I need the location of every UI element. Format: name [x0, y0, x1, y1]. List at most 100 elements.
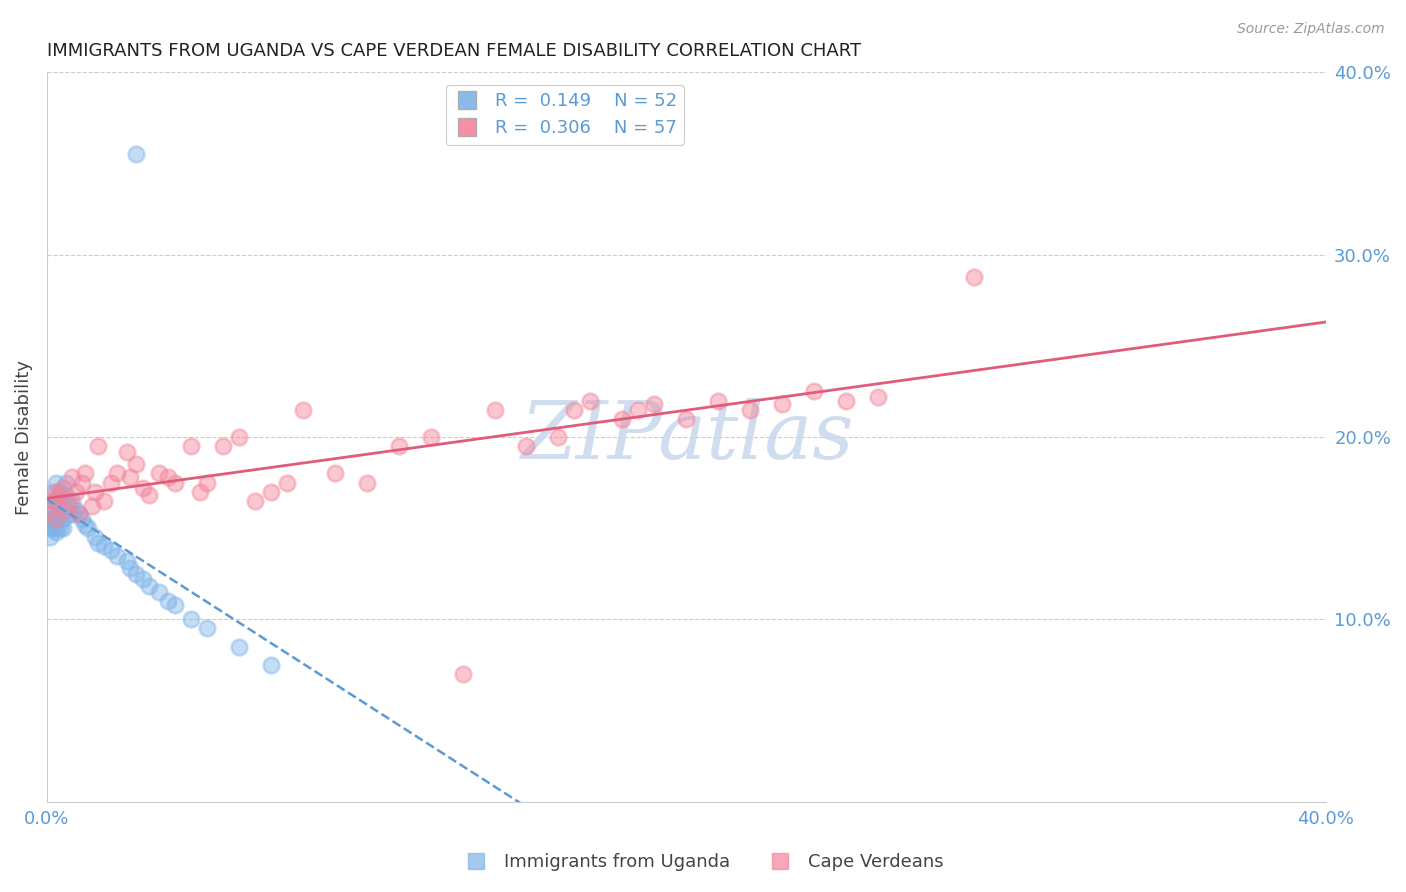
Point: [52, 493, 75, 508]
Legend: R =  0.149    N = 52, R =  0.306    N = 57: R = 0.149 N = 52, R = 0.306 N = 57: [446, 85, 683, 145]
Point: [356, 475, 378, 490]
Point: [93, 493, 115, 508]
Point: [138, 488, 160, 502]
Point: [52, 481, 75, 495]
Point: [770, 397, 793, 411]
Point: [132, 572, 155, 586]
Point: [100, 475, 122, 490]
Point: [42, 512, 65, 526]
Point: [387, 439, 409, 453]
Point: [132, 481, 155, 495]
Point: [42, 484, 65, 499]
Point: [451, 667, 474, 681]
Point: [62, 470, 84, 484]
Y-axis label: Female Disability: Female Disability: [15, 359, 32, 515]
Point: [70, 512, 93, 526]
Point: [228, 430, 250, 444]
Point: [45, 503, 67, 517]
Point: [564, 402, 586, 417]
Point: [115, 554, 138, 568]
Point: [803, 384, 825, 399]
Point: [195, 622, 218, 636]
Point: [45, 484, 67, 499]
Point: [45, 512, 67, 526]
Point: [48, 503, 70, 517]
Point: [48, 521, 70, 535]
Point: [243, 493, 266, 508]
Point: [148, 585, 170, 599]
Point: [83, 530, 105, 544]
Text: ZIPatlas: ZIPatlas: [520, 398, 853, 475]
Point: [868, 390, 890, 404]
Point: [180, 612, 202, 626]
Point: [75, 467, 97, 481]
Point: [62, 493, 84, 508]
Point: [163, 598, 186, 612]
Point: [675, 411, 697, 425]
Point: [80, 500, 103, 514]
Point: [180, 439, 202, 453]
Point: [42, 493, 65, 508]
Point: [58, 500, 80, 514]
Point: [118, 561, 141, 575]
Point: [52, 503, 75, 517]
Point: [125, 566, 148, 581]
Point: [48, 512, 70, 526]
Point: [83, 484, 105, 499]
Point: [42, 503, 65, 517]
Point: [291, 402, 314, 417]
Point: [45, 512, 67, 526]
Point: [484, 402, 506, 417]
Point: [65, 503, 87, 517]
Point: [643, 397, 665, 411]
Point: [48, 493, 70, 508]
Point: [835, 393, 858, 408]
Point: [963, 269, 986, 284]
Text: Source: ZipAtlas.com: Source: ZipAtlas.com: [1237, 22, 1385, 37]
Point: [118, 470, 141, 484]
Point: [190, 484, 212, 499]
Point: [58, 507, 80, 521]
Point: [228, 640, 250, 654]
Point: [52, 521, 75, 535]
Point: [87, 439, 110, 453]
Point: [55, 488, 77, 502]
Point: [323, 467, 346, 481]
Point: [45, 521, 67, 535]
Point: [105, 467, 128, 481]
Point: [707, 393, 730, 408]
Point: [67, 507, 90, 521]
Point: [39, 512, 62, 526]
Point: [87, 535, 110, 549]
Point: [515, 439, 537, 453]
Point: [115, 444, 138, 458]
Point: [39, 503, 62, 517]
Point: [157, 470, 180, 484]
Point: [58, 493, 80, 508]
Point: [75, 517, 97, 532]
Point: [45, 475, 67, 490]
Point: [163, 475, 186, 490]
Point: [55, 503, 77, 517]
Point: [100, 543, 122, 558]
Point: [62, 507, 84, 521]
Point: [77, 521, 100, 535]
Point: [211, 439, 233, 453]
Point: [55, 475, 77, 490]
Point: [39, 521, 62, 535]
Point: [67, 507, 90, 521]
Point: [740, 402, 762, 417]
Point: [45, 524, 67, 539]
Legend: Immigrants from Uganda, Cape Verdeans: Immigrants from Uganda, Cape Verdeans: [456, 847, 950, 879]
Point: [45, 493, 67, 508]
Point: [148, 467, 170, 481]
Point: [138, 580, 160, 594]
Point: [627, 402, 650, 417]
Point: [39, 530, 62, 544]
Point: [42, 521, 65, 535]
Point: [93, 540, 115, 554]
Point: [52, 512, 75, 526]
Point: [612, 411, 634, 425]
Point: [195, 475, 218, 490]
Point: [260, 484, 283, 499]
